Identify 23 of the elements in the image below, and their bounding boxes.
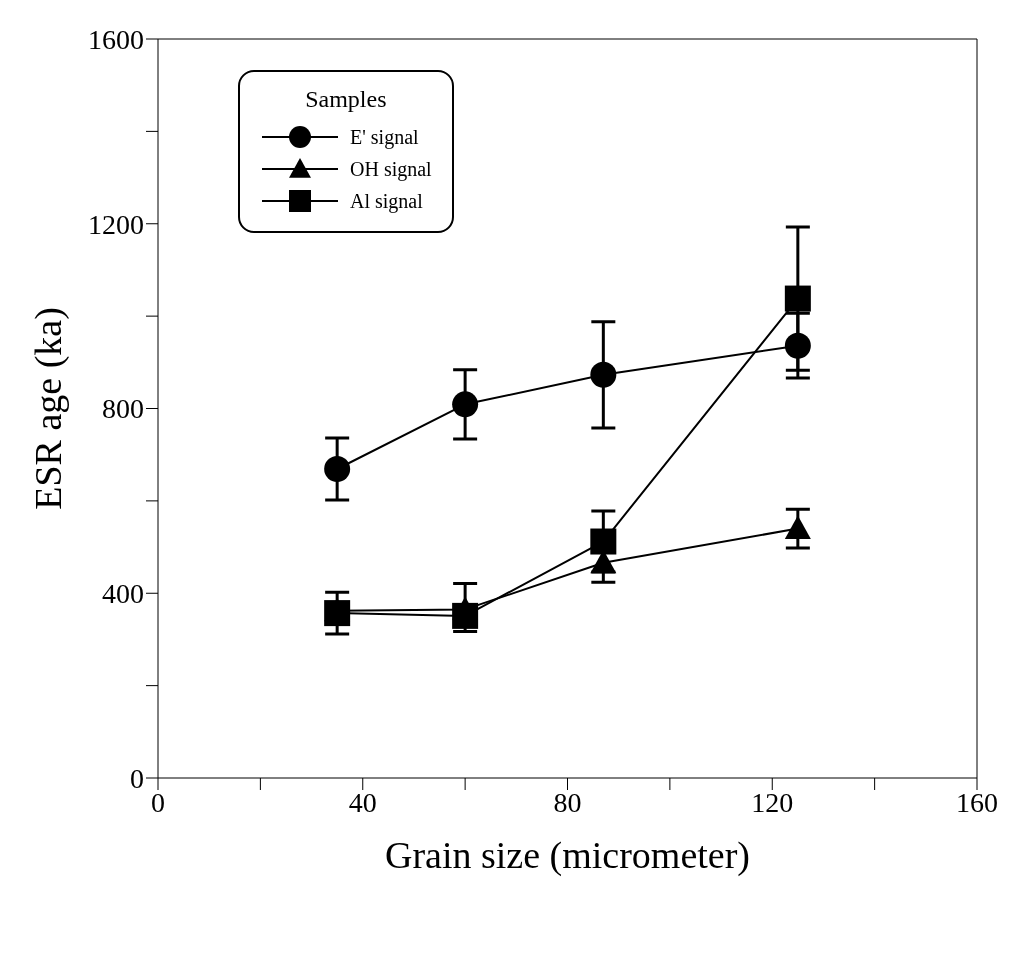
legend-label: E' signal (350, 125, 419, 149)
point (590, 361, 617, 388)
x-tick-label: 40 (348, 786, 377, 818)
x-tick-label: 160 (956, 786, 998, 818)
y-tick-label: 0 (130, 762, 144, 794)
point (452, 602, 479, 629)
y-tick-label: 1200 (88, 208, 144, 240)
legend-label: Al signal (350, 189, 423, 213)
x-tick-label: 120 (751, 786, 794, 818)
point (452, 391, 479, 418)
point (324, 456, 351, 483)
y-tick-label: 800 (102, 393, 144, 425)
y-tick-label: 400 (102, 578, 144, 610)
legend-title: Samples (304, 86, 388, 113)
point (784, 285, 811, 312)
x-tick-label: 0 (151, 786, 165, 818)
y-axis-title: ESR age (ka) (27, 307, 71, 510)
x-tick-label: 80 (553, 786, 582, 818)
x-axis-title: Grain size (micrometer) (384, 834, 751, 877)
point (590, 528, 617, 555)
point (324, 600, 351, 627)
y-tick-label: 1600 (88, 23, 144, 55)
legend-label: OH signal (350, 157, 432, 181)
